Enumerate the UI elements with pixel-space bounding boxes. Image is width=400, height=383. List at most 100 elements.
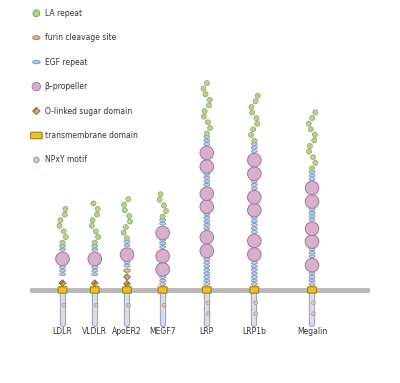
Circle shape (305, 195, 319, 208)
FancyBboxPatch shape (308, 287, 316, 293)
Ellipse shape (33, 61, 40, 64)
Ellipse shape (251, 150, 257, 153)
Circle shape (201, 86, 206, 91)
Circle shape (308, 127, 313, 132)
Ellipse shape (124, 261, 130, 264)
Text: furin cleavage site: furin cleavage site (44, 33, 116, 42)
Circle shape (161, 203, 166, 208)
Circle shape (88, 252, 102, 266)
Circle shape (90, 218, 95, 223)
Circle shape (120, 248, 134, 262)
Circle shape (248, 203, 261, 217)
Ellipse shape (309, 279, 315, 282)
Ellipse shape (204, 139, 210, 142)
Circle shape (122, 202, 127, 207)
Text: LDLR: LDLR (53, 327, 72, 336)
Ellipse shape (204, 279, 210, 282)
Ellipse shape (251, 180, 257, 183)
Circle shape (255, 121, 260, 126)
Circle shape (306, 149, 312, 154)
Ellipse shape (309, 170, 315, 173)
Circle shape (307, 144, 312, 149)
Circle shape (248, 190, 261, 204)
Circle shape (200, 187, 214, 200)
Circle shape (94, 303, 98, 307)
Ellipse shape (92, 248, 98, 251)
Ellipse shape (309, 208, 315, 211)
Ellipse shape (204, 142, 210, 146)
Circle shape (248, 248, 261, 261)
Ellipse shape (251, 220, 257, 223)
Ellipse shape (204, 220, 210, 223)
Ellipse shape (251, 261, 257, 264)
Text: EGF repeat: EGF repeat (44, 58, 87, 67)
Circle shape (312, 301, 315, 305)
Circle shape (123, 224, 128, 230)
Circle shape (34, 157, 39, 163)
Circle shape (253, 99, 258, 104)
Circle shape (248, 234, 261, 248)
Ellipse shape (60, 269, 66, 272)
Circle shape (310, 115, 315, 121)
Ellipse shape (160, 275, 166, 278)
Text: NPxY motif: NPxY motif (44, 155, 86, 164)
FancyBboxPatch shape (202, 287, 211, 293)
Circle shape (58, 218, 63, 223)
Text: transmembrane domain: transmembrane domain (44, 131, 137, 140)
Ellipse shape (60, 273, 66, 276)
Ellipse shape (251, 275, 257, 278)
Circle shape (127, 213, 132, 218)
Circle shape (126, 303, 130, 307)
Text: MEGF7: MEGF7 (150, 327, 176, 336)
Circle shape (63, 206, 68, 211)
Ellipse shape (251, 187, 257, 190)
Circle shape (60, 240, 65, 245)
Circle shape (95, 206, 100, 211)
Circle shape (248, 133, 254, 137)
Ellipse shape (251, 231, 257, 233)
Circle shape (160, 214, 165, 219)
Circle shape (305, 259, 319, 272)
Circle shape (248, 153, 261, 167)
Ellipse shape (124, 264, 130, 267)
Ellipse shape (251, 146, 257, 149)
Ellipse shape (309, 211, 315, 214)
Ellipse shape (160, 283, 166, 286)
Circle shape (122, 208, 127, 213)
Ellipse shape (309, 251, 315, 254)
Polygon shape (33, 107, 40, 115)
Circle shape (313, 160, 318, 165)
Circle shape (310, 166, 314, 171)
Circle shape (92, 240, 97, 245)
Circle shape (208, 125, 213, 130)
Ellipse shape (92, 266, 98, 268)
Circle shape (33, 10, 40, 17)
Circle shape (96, 234, 101, 239)
Circle shape (255, 93, 260, 98)
Ellipse shape (309, 272, 315, 275)
Ellipse shape (309, 215, 315, 218)
Ellipse shape (204, 227, 210, 230)
Ellipse shape (309, 218, 315, 221)
Circle shape (61, 229, 66, 234)
Ellipse shape (160, 279, 166, 282)
Circle shape (121, 230, 126, 235)
Circle shape (312, 138, 317, 143)
Circle shape (305, 181, 319, 195)
Ellipse shape (204, 173, 210, 175)
Ellipse shape (124, 241, 130, 243)
Ellipse shape (309, 248, 315, 250)
Circle shape (248, 167, 261, 180)
FancyBboxPatch shape (250, 287, 259, 293)
Circle shape (91, 201, 96, 206)
FancyBboxPatch shape (122, 287, 132, 293)
Ellipse shape (204, 216, 210, 219)
Circle shape (62, 303, 66, 307)
Circle shape (203, 92, 208, 97)
Circle shape (128, 219, 132, 224)
Ellipse shape (251, 268, 257, 271)
Circle shape (93, 229, 98, 234)
Ellipse shape (160, 222, 166, 225)
Ellipse shape (204, 258, 210, 260)
Ellipse shape (204, 180, 210, 183)
